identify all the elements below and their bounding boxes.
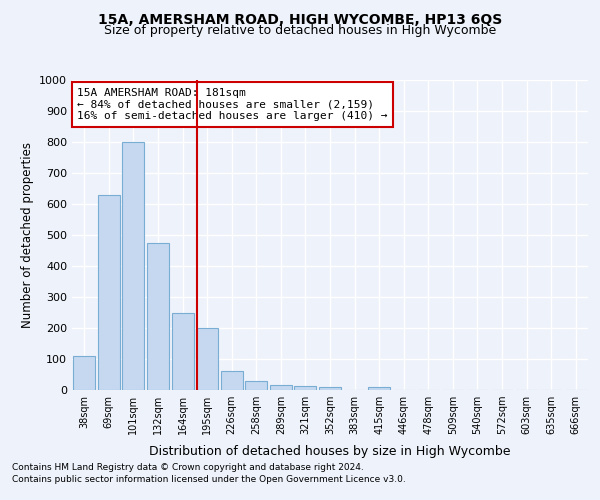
Text: Contains HM Land Registry data © Crown copyright and database right 2024.: Contains HM Land Registry data © Crown c… (12, 464, 364, 472)
Y-axis label: Number of detached properties: Number of detached properties (20, 142, 34, 328)
Bar (73, 356, 95, 390)
Text: 15A AMERSHAM ROAD: 181sqm
← 84% of detached houses are smaller (2,159)
16% of se: 15A AMERSHAM ROAD: 181sqm ← 84% of detac… (77, 88, 388, 121)
Bar (295, 386, 316, 390)
Bar (319, 387, 341, 390)
Bar (368, 387, 390, 390)
Text: Size of property relative to detached houses in High Wycombe: Size of property relative to detached ho… (104, 24, 496, 37)
Bar (245, 382, 268, 390)
Bar (147, 243, 169, 390)
X-axis label: Distribution of detached houses by size in High Wycombe: Distribution of detached houses by size … (149, 446, 511, 458)
Text: Contains public sector information licensed under the Open Government Licence v3: Contains public sector information licen… (12, 474, 406, 484)
Bar (221, 372, 243, 390)
Bar (196, 328, 218, 390)
Text: 15A, AMERSHAM ROAD, HIGH WYCOMBE, HP13 6QS: 15A, AMERSHAM ROAD, HIGH WYCOMBE, HP13 6… (98, 12, 502, 26)
Bar (270, 384, 292, 390)
Bar (98, 194, 120, 390)
Bar (172, 312, 194, 390)
Bar (122, 142, 145, 390)
